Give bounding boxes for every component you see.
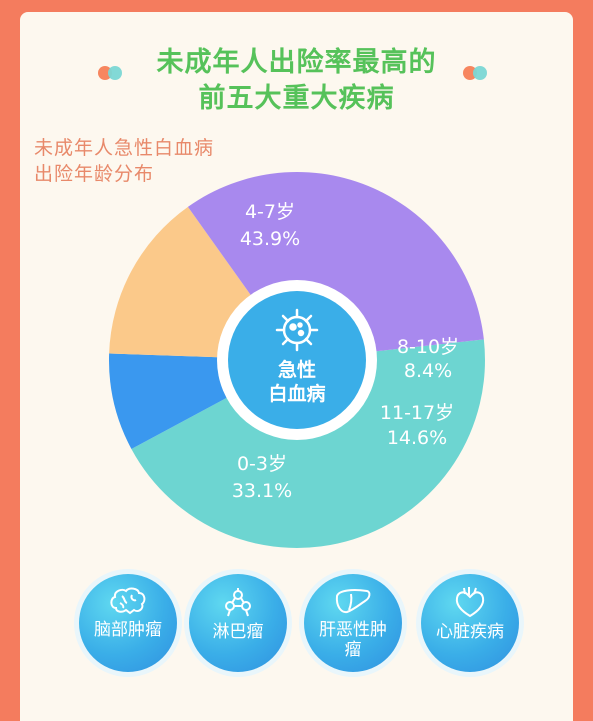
page-title-line2: 前五大重大疾病	[198, 83, 395, 114]
disease-liver-cancer: 肝恶性肿瘤	[304, 574, 402, 672]
disease-heart-disease: 心脏疾病	[421, 574, 519, 672]
center-disc	[228, 291, 366, 429]
slice-label-percent: 14.6%	[387, 427, 447, 449]
slice-label-percent: 33.1%	[232, 480, 292, 502]
brain-icon	[110, 587, 146, 615]
center-label-line2: 白血病	[268, 382, 325, 405]
chart-subtitle-line2: 出险年龄分布	[34, 163, 155, 185]
pie-slice-0	[131, 339, 485, 548]
disease-label: 心脏疾病	[436, 622, 504, 642]
virus-icon	[275, 308, 319, 352]
disease-label: 淋巴瘤	[212, 622, 264, 642]
decor-dots-left	[98, 66, 126, 80]
disease-lymphoma: 淋巴瘤	[189, 574, 287, 672]
disease-label: 脑部肿瘤	[94, 620, 162, 640]
disease-brain-tumor: 脑部肿瘤	[79, 574, 177, 672]
lymph-icon	[225, 588, 251, 617]
slice-label-name: 11-17岁	[380, 402, 454, 424]
page-title-line1: 未成年人出险率最高的	[156, 47, 437, 78]
slice-label-name: 8-10岁	[397, 336, 459, 358]
slice-label-name: 0-3岁	[237, 453, 287, 475]
chart-subtitle-line1: 未成年人急性白血病	[34, 137, 215, 159]
decor-dots-right	[463, 66, 491, 80]
pie-slice-3	[187, 171, 484, 360]
disease-label: 肝恶性肿瘤	[319, 620, 387, 660]
slice-label-percent: 43.9%	[240, 228, 300, 250]
slice-label-name: 4-7岁	[245, 201, 295, 223]
heart-icon	[455, 587, 485, 618]
slice-label-percent: 8.4%	[404, 360, 452, 382]
center-label-line1: 急性	[278, 358, 316, 381]
liver-icon	[335, 589, 371, 614]
